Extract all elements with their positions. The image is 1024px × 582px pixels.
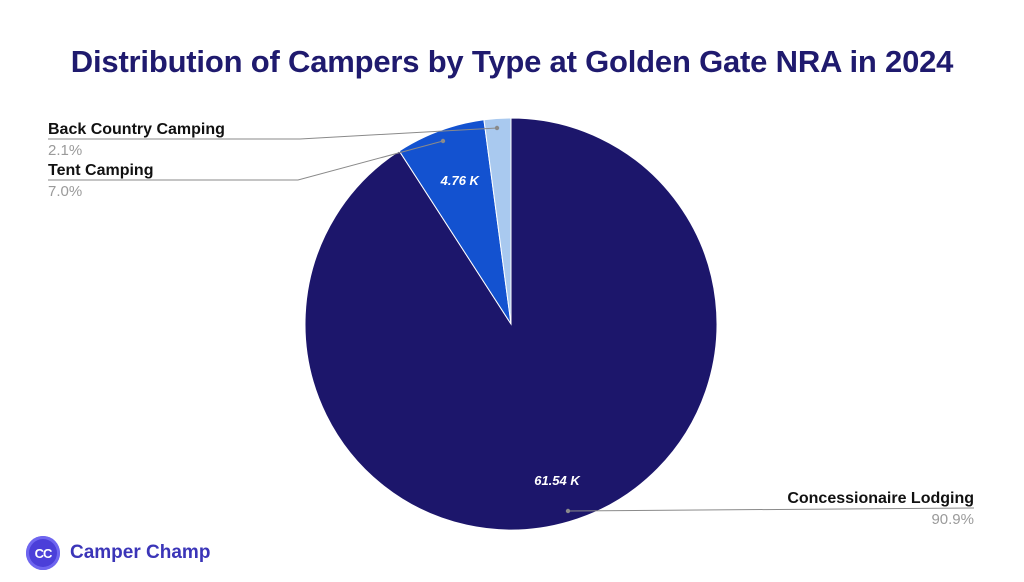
brand-name: Camper Champ [70,542,211,563]
leader-line-back-country-camping [48,127,498,140]
pie-slices [304,117,718,531]
brand-logo-text: CC [34,545,53,561]
leader-dot-back-country-camping [494,125,500,131]
slice-label-tent-camping: Tent Camping [48,162,153,179]
slice-percent-back-country-camping: 2.1% [48,142,82,159]
brand: CC Camper Champ [26,536,210,570]
leader-line-tent-camping [48,140,444,181]
leader-dot-tent-camping [440,138,446,144]
slice-labels: 61.54 K 4.76 K Concessionaire Lodging 90.9%… [48,121,974,528]
leader-dot-concessionaire-lodging [565,508,571,514]
slice-percent-concessionaire-lodging: 90.9% [931,511,974,528]
data-label-tent-camping: 4.76 K [440,173,481,188]
leader-lines [48,125,975,514]
pie-slice-back-country-camping [483,117,512,325]
slice-percent-tent-camping: 7.0% [48,183,82,200]
leader-line-concessionaire-lodging [567,507,975,512]
chart-title: Distribution of Campers by Type at Golde… [70,44,954,79]
slice-label-concessionaire-lodging: Concessionaire Lodging [787,490,974,507]
cc-logo-icon: CC [26,536,60,570]
data-label-concessionaire-lodging: 61.54 K [534,473,581,488]
slice-label-back-country-camping: Back Country Camping [48,121,225,138]
